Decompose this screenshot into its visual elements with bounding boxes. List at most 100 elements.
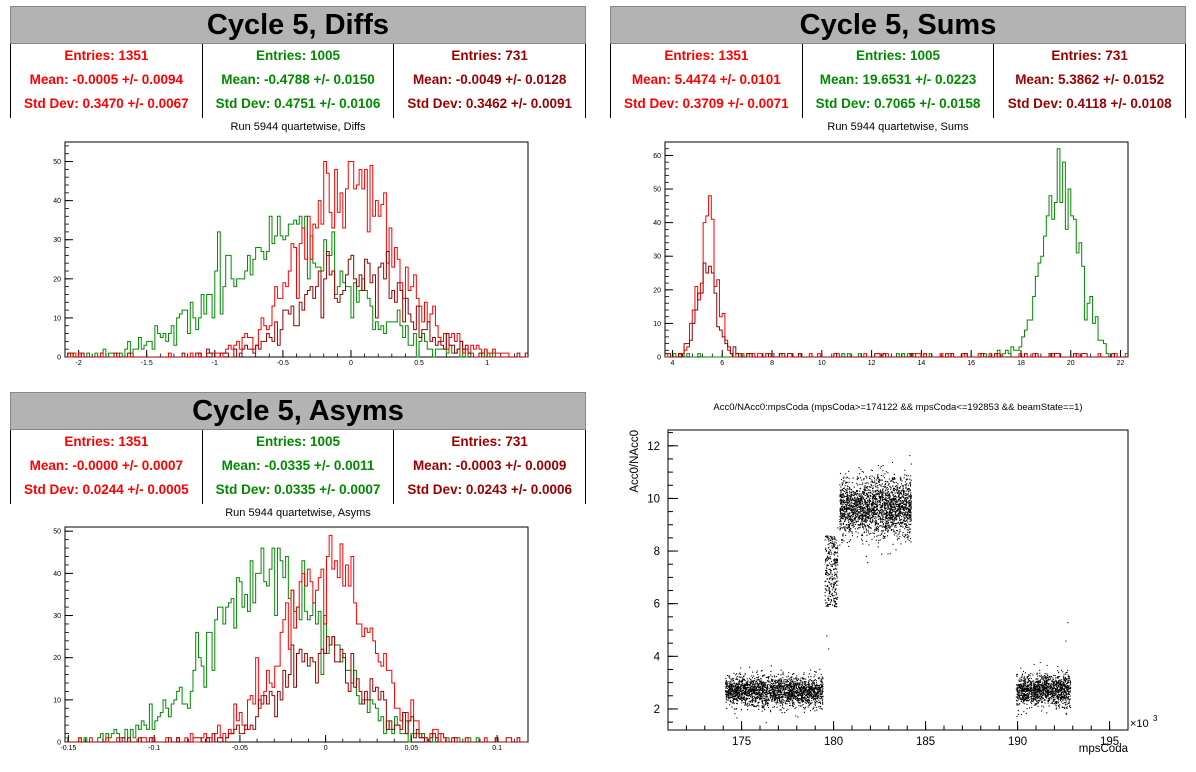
scatter-point: [753, 691, 756, 693]
scatter-point: [782, 695, 784, 698]
scatter-point: [801, 691, 803, 693]
scatter-point: [825, 571, 827, 573]
scatter-point: [910, 507, 912, 509]
scatter-point: [858, 477, 860, 479]
scatter-point: [863, 479, 865, 481]
scatter-point: [773, 691, 775, 694]
scatter-point: [784, 687, 786, 689]
scatter-point: [725, 689, 727, 692]
scatter-point: [886, 489, 888, 491]
scatter-point: [818, 685, 820, 687]
scatter-point: [772, 683, 774, 685]
scatter-point: [889, 512, 892, 514]
x-tick-label: 4: [671, 360, 675, 367]
scatter-point: [813, 693, 815, 695]
scatter-point: [807, 699, 809, 702]
scatter-point: [870, 510, 872, 513]
scatter-point: [883, 477, 886, 479]
scatter-point: [865, 510, 867, 512]
scatter-point: [857, 478, 859, 480]
scatter-point: [774, 687, 776, 689]
scatter-point: [725, 693, 727, 695]
scatter-point: [868, 526, 870, 528]
scatter-point: [886, 514, 888, 516]
scatter-point: [906, 483, 908, 485]
scatter-point: [739, 687, 741, 689]
scatter-point: [733, 692, 735, 694]
scatter-point: [777, 694, 779, 696]
scatter-point: [752, 683, 754, 685]
scatter-point: [804, 687, 806, 689]
scatter-point: [778, 695, 780, 697]
scatter-point: [876, 513, 878, 515]
scatter-point: [899, 511, 901, 513]
scatter-point: [866, 477, 868, 479]
scatter-point: [857, 503, 859, 505]
scatter-point: [778, 691, 780, 693]
scatter-point: [741, 679, 743, 681]
scatter-point: [741, 690, 743, 692]
scatter-point: [796, 700, 798, 702]
scatter-point: [902, 532, 904, 534]
scatter-point: [885, 509, 887, 511]
x-tick-label: 14: [917, 360, 925, 367]
scatter-point: [868, 509, 870, 512]
scatter-point: [881, 491, 883, 493]
scatter-point: [826, 605, 828, 607]
scatter-point: [764, 689, 766, 691]
scatter-point: [815, 691, 817, 694]
scatter-point: [902, 522, 904, 524]
scatter-point: [880, 479, 882, 481]
scatter-point: [889, 496, 891, 498]
scatter-point: [864, 518, 866, 520]
scatter-point: [752, 687, 754, 689]
scatter-point: [847, 508, 849, 510]
scatter-point: [889, 498, 891, 500]
scatter-point: [846, 513, 848, 515]
scatter-point: [751, 696, 753, 698]
scatter-point: [863, 491, 865, 493]
scatter-point: [738, 683, 740, 685]
scatter-point: [785, 693, 787, 695]
scatter-point: [834, 588, 836, 590]
scatter-point: [795, 687, 797, 689]
scatter-point: [767, 678, 770, 680]
scatter-point: [728, 687, 730, 689]
scatter-point: [882, 495, 884, 497]
scatter-point: [878, 484, 881, 486]
scatter-point: [831, 536, 833, 538]
scatter-point: [794, 692, 796, 694]
scatter-point: [830, 570, 832, 572]
scatter-point: [742, 692, 744, 694]
scatter-point: [794, 684, 796, 686]
scatter-point: [803, 691, 805, 693]
scatter-point: [797, 678, 799, 680]
scatter-point: [906, 529, 908, 531]
scatter-point: [730, 688, 732, 690]
scatter-point: [871, 501, 873, 503]
scatter-point: [836, 592, 838, 594]
scatter-point: [879, 525, 881, 527]
scatter-point: [771, 686, 773, 688]
scatter-point: [828, 573, 830, 575]
scatter-point: [887, 494, 889, 496]
scatter-point: [869, 486, 871, 488]
scatter-point: [810, 703, 812, 705]
scatter-point: [808, 686, 810, 688]
scatter-point: [766, 694, 768, 696]
scatter-point: [876, 505, 878, 507]
scatter-point: [728, 681, 730, 683]
scatter-point: [890, 480, 892, 482]
scatter-point: [797, 716, 799, 718]
scatter-point: [885, 517, 887, 519]
scatter-point: [767, 683, 769, 685]
scatter-point: [769, 709, 772, 711]
scatter-point: [861, 483, 863, 486]
scatter-point: [796, 691, 798, 693]
scatter-point: [851, 511, 853, 513]
scatter-point: [810, 686, 812, 688]
scatter-point: [795, 697, 797, 700]
scatter-point: [891, 525, 893, 527]
scatter-point: [784, 694, 786, 696]
scatter-point: [842, 513, 844, 516]
